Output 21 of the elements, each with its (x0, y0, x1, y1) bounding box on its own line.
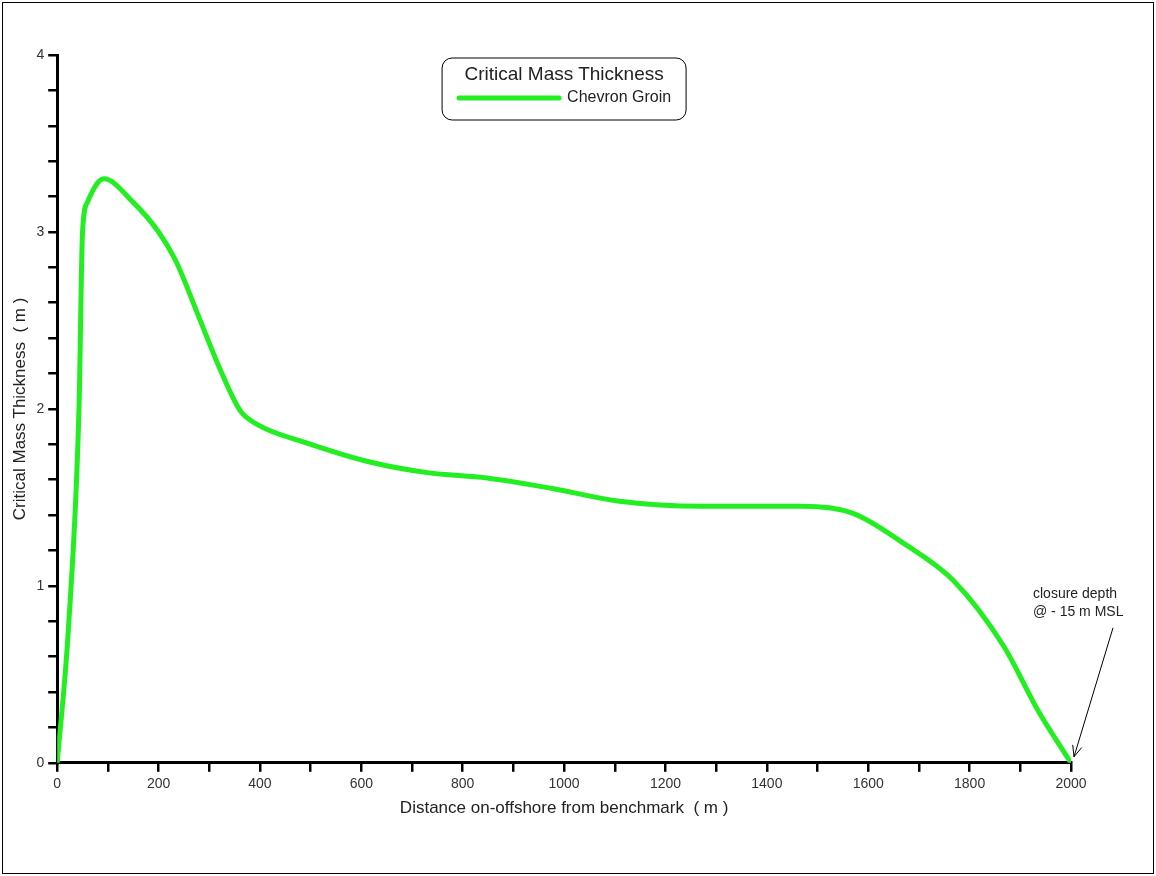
x-tick-label: 600 (349, 775, 374, 792)
x-tick-label: 2000 (1055, 775, 1087, 792)
y-tick-label: 3 (36, 222, 45, 239)
x-tick-label: 1600 (852, 775, 885, 792)
x-tick-label: 0 (53, 775, 62, 792)
x-tick-label: 800 (451, 775, 475, 792)
annotation: closure depth @ - 15 m MSL (1033, 584, 1124, 619)
x-tick-label: 200 (146, 775, 171, 792)
y-tick-label: 2 (36, 399, 45, 416)
y-axis-title: Critical Mass Thickness ( m ) (9, 297, 29, 521)
text: Chevron Groin (567, 88, 672, 106)
legend-title: Critical Mass Thickness (464, 63, 664, 85)
y-tick-label: 0 (36, 753, 45, 770)
x-tick-label: 400 (248, 775, 272, 792)
y-tick-label: 4 (36, 45, 45, 62)
y-tick-label: 1 (36, 576, 45, 593)
x-tick-label: 1400 (751, 775, 783, 792)
x-axis-title: Distance on-offshore from benchmark ( m ) (399, 798, 729, 818)
x-tick-label: 1800 (954, 775, 986, 792)
x-tick-label: 1200 (649, 775, 682, 792)
x-tick-label: 1000 (548, 775, 580, 792)
